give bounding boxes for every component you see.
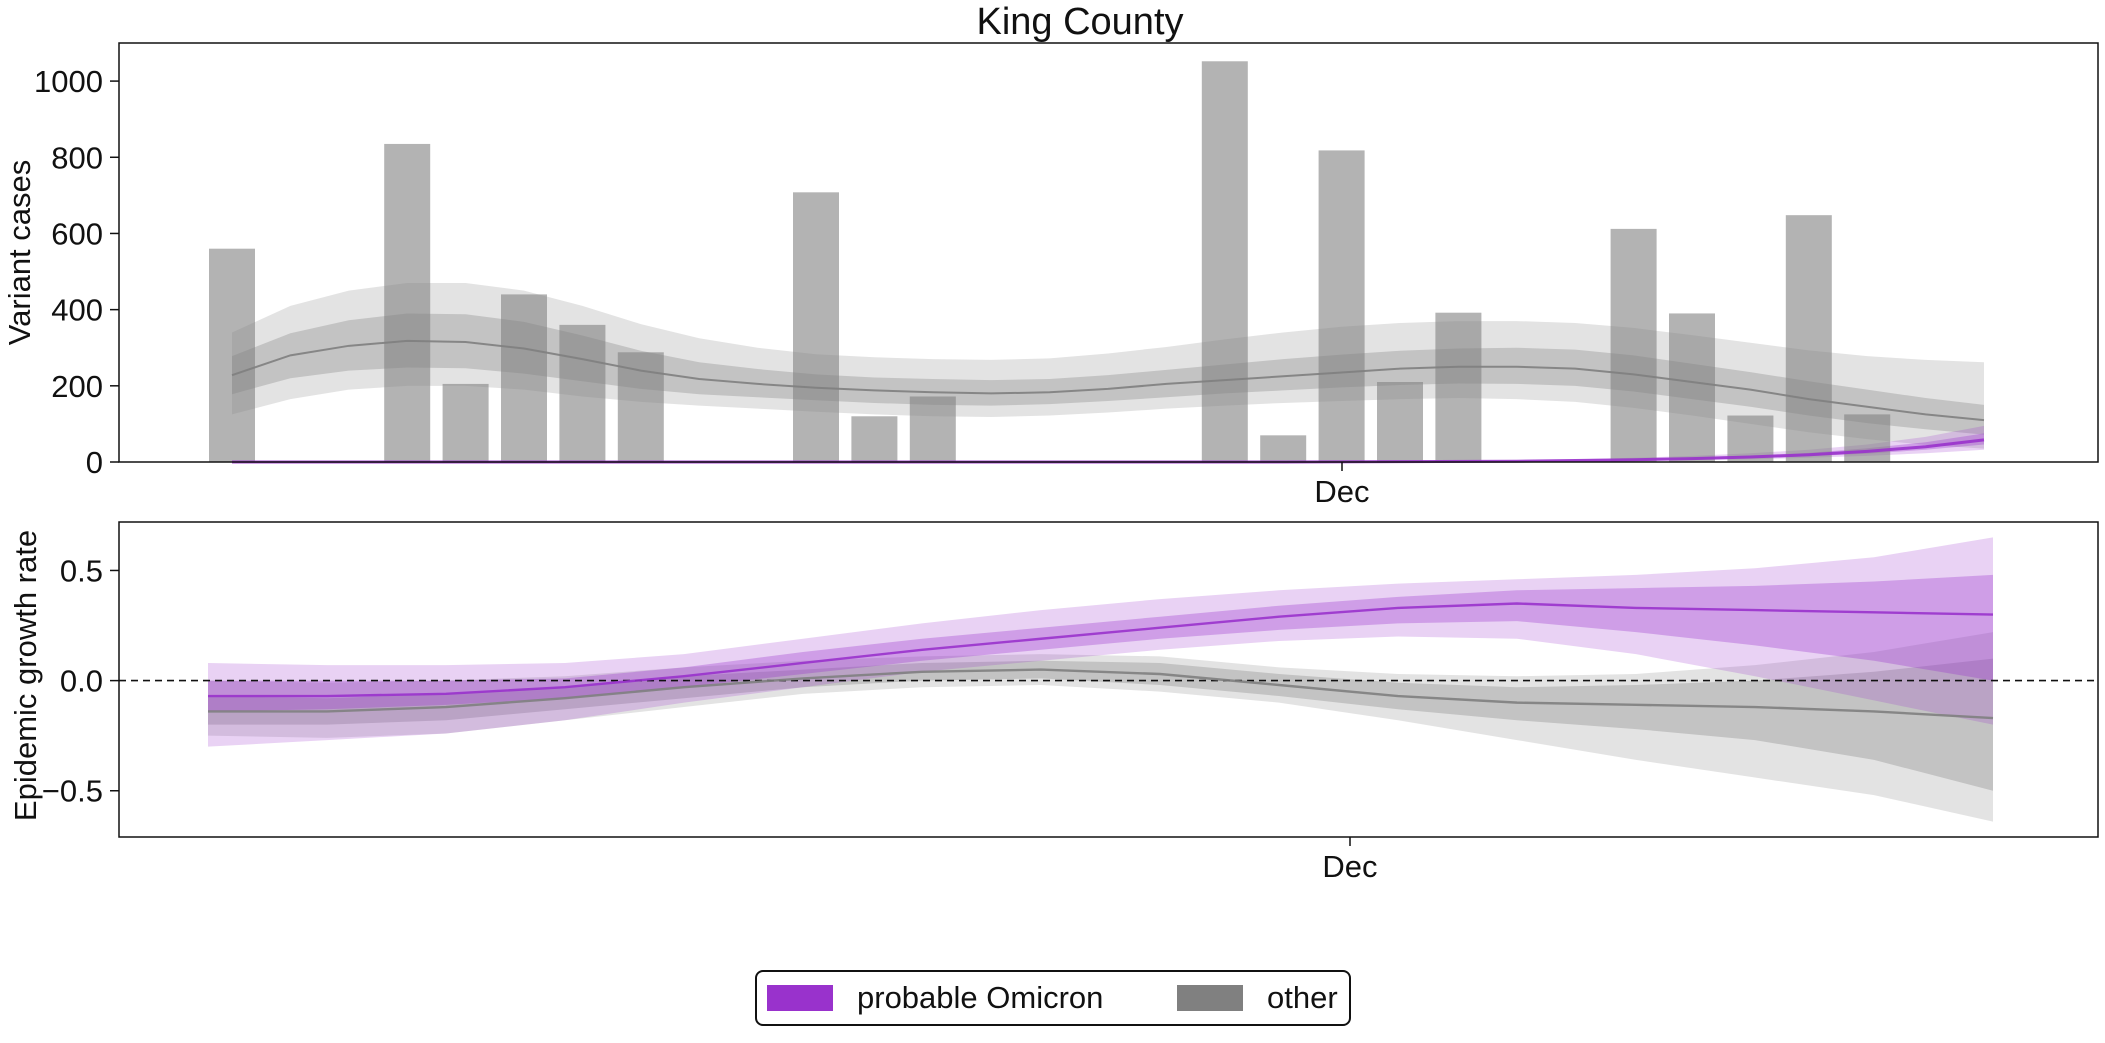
cases-bar-11 — [1318, 150, 1365, 462]
cases-other-outer-band — [232, 282, 1984, 449]
cases-bar-16 — [1727, 415, 1774, 462]
cases-bar-14 — [1610, 228, 1657, 462]
growth-other-inner-band — [208, 658, 1993, 791]
top-y-tick-label: 600 — [51, 216, 103, 251]
top-y-tick-label: 800 — [51, 140, 103, 175]
bottom-y-axis-label: Epidemic growth rate — [8, 530, 43, 821]
legend-item-omicron: probable Omicron — [767, 972, 1103, 1024]
cases-bar-17 — [1785, 215, 1832, 462]
top-axes: 0 200 400 600 800 1000 Dec Variant cases — [2, 42, 2099, 509]
cases-other-median-line — [231, 339, 1985, 422]
top-y-tick-label: 200 — [51, 369, 103, 404]
growth-probable-omicron-median-line — [208, 602, 1994, 698]
legend-swatch-other — [1177, 985, 1243, 1011]
cases-bar-4 — [559, 324, 606, 462]
growth-other-median-line — [208, 668, 1994, 720]
cases-bar-12 — [1377, 382, 1423, 462]
cases-bar-13 — [1435, 312, 1482, 462]
legend-label-other: other — [1267, 980, 1338, 1015]
cases-bar-10 — [1260, 435, 1307, 462]
chart-title: King County — [976, 1, 1183, 43]
top-y-tick-label: 400 — [51, 293, 103, 328]
cases-bar-6 — [793, 192, 839, 463]
growth-probable-omicron-inner-band — [208, 574, 1993, 712]
bottom-y-tick-label: 0.5 — [60, 553, 103, 588]
cases-bar-15 — [1669, 313, 1715, 462]
cases-bar-3 — [501, 294, 547, 462]
bottom-y-tick-label: −0.5 — [42, 774, 103, 809]
top-axes-frame — [118, 42, 2099, 463]
cases-bar-9 — [1201, 61, 1248, 463]
bottom-y-tick-label: 0.0 — [60, 664, 103, 699]
growth-probable-omicron-outer-band — [208, 537, 1993, 747]
cases-bar-18 — [1844, 414, 1891, 462]
top-y-tick-label: 1000 — [34, 64, 103, 99]
bottom-axes-frame — [118, 521, 2099, 838]
legend: probable Omicron other — [755, 970, 1351, 1026]
top-x-tick-label: Dec — [1314, 474, 1369, 509]
legend-label-omicron: probable Omicron — [857, 980, 1104, 1015]
bottom-x-tick-label: Dec — [1322, 849, 1377, 884]
cases-bar-1 — [384, 143, 431, 462]
bottom-axes: −0.5 0.0 0.5 Dec Epidemic growth rate — [8, 521, 2099, 884]
cases-bar-0 — [209, 248, 255, 462]
cases-bar-2 — [442, 383, 489, 462]
legend-swatch-omicron — [767, 985, 833, 1011]
cases-bar-5 — [617, 352, 664, 462]
cases-bar-7 — [851, 416, 898, 462]
top-y-tick-label: 0 — [86, 445, 103, 480]
cases-bar-8 — [909, 396, 956, 462]
cases-probable-omicron-median-line — [232, 438, 1985, 464]
legend-item-other: other — [1177, 972, 1338, 1024]
top-y-axis-label: Variant cases — [2, 160, 37, 346]
